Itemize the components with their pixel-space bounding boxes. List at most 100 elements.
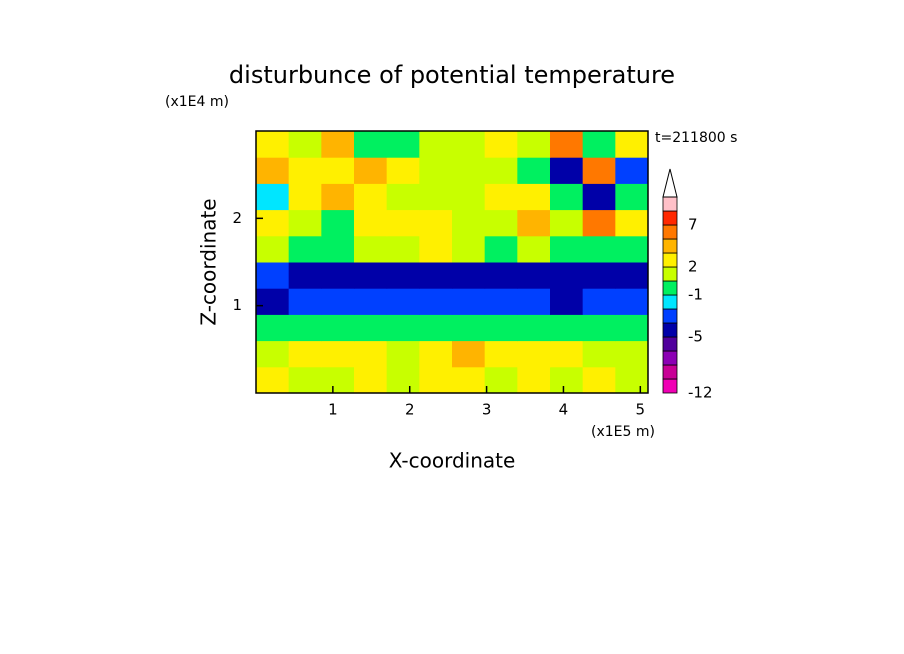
contour-cell xyxy=(386,209,420,237)
plot-frame xyxy=(255,130,649,394)
contour-cell xyxy=(550,340,584,368)
contour-cell xyxy=(256,340,290,368)
contour-cell xyxy=(484,235,518,263)
contour-cell xyxy=(386,183,420,211)
y-tick-label: 1 xyxy=(232,296,242,314)
contour-cell xyxy=(582,209,616,237)
contour-cell xyxy=(256,366,290,394)
contour-cell xyxy=(550,314,584,342)
contour-cell xyxy=(419,131,453,158)
contour-cell xyxy=(550,235,584,263)
colorbar-box xyxy=(662,378,678,394)
contour-cell xyxy=(288,209,322,237)
contour-cell xyxy=(615,209,649,237)
contour-cell xyxy=(452,262,486,289)
contour-cell xyxy=(582,183,616,211)
contour-cell xyxy=(354,209,388,237)
contour-cell xyxy=(582,314,616,342)
colorbar-box xyxy=(662,266,678,282)
contour-cell xyxy=(419,262,453,289)
colorbar-box xyxy=(662,350,678,366)
contour-cell xyxy=(484,262,518,289)
y-tick-label: 2 xyxy=(232,209,242,227)
contour-cell xyxy=(419,235,453,263)
contour-cell xyxy=(615,340,649,368)
contour-cell xyxy=(321,209,355,237)
contour-cell xyxy=(517,157,551,184)
contour-cell xyxy=(517,366,551,394)
contour-cell xyxy=(484,131,518,158)
contour-cell xyxy=(484,314,518,342)
contour-cell xyxy=(484,183,518,211)
contour-cell xyxy=(550,157,584,184)
contour-cell xyxy=(517,262,551,289)
contour-cell xyxy=(484,157,518,184)
colorbar-tick-label: -5 xyxy=(688,328,703,346)
annotation: t=211800 s xyxy=(655,130,737,146)
contour-cell xyxy=(256,235,290,263)
contour-cell xyxy=(354,262,388,289)
contour-cell xyxy=(386,131,420,158)
contour-cell xyxy=(484,366,518,394)
contour-cell xyxy=(517,340,551,368)
contour-cell xyxy=(452,157,486,184)
contour-cell xyxy=(517,314,551,342)
contour-cell xyxy=(419,366,453,394)
contour-cell xyxy=(452,131,486,158)
contour-cell xyxy=(288,314,322,342)
contour-cell xyxy=(517,209,551,237)
contour-cell xyxy=(386,366,420,394)
contour-cell xyxy=(288,340,322,368)
colorbar-tick-label: 2 xyxy=(688,258,698,276)
contour-cell xyxy=(386,314,420,342)
contour-cell xyxy=(354,235,388,263)
colorbar-box xyxy=(662,322,678,338)
y-axis-label: Z-coordinate xyxy=(197,198,221,325)
x-tick-label: 5 xyxy=(636,401,646,419)
colorbar-box xyxy=(662,308,678,324)
contour-cell xyxy=(615,314,649,342)
contour-cell xyxy=(256,131,290,158)
contour-cell xyxy=(452,235,486,263)
colorbar-box xyxy=(662,196,678,212)
contour-cell xyxy=(582,340,616,368)
contour-cell xyxy=(256,157,290,184)
contour-cell xyxy=(615,262,649,289)
contour-cell xyxy=(550,209,584,237)
contour-cell xyxy=(615,288,649,315)
x-tick-label: 2 xyxy=(405,401,415,419)
colorbar-tick-label: -12 xyxy=(688,384,713,402)
contour-cell xyxy=(582,131,616,158)
contour-cell xyxy=(419,340,453,368)
x-tick-label: 4 xyxy=(559,401,569,419)
contour-cell xyxy=(354,183,388,211)
contour-cell xyxy=(582,262,616,289)
contour-cell xyxy=(615,183,649,211)
contour-cell xyxy=(484,288,518,315)
contour-cell xyxy=(517,183,551,211)
x-axis-label: X-coordinate xyxy=(389,449,516,473)
contour-cell xyxy=(321,157,355,184)
contour-cell xyxy=(354,157,388,184)
x-tick-label: 1 xyxy=(328,401,338,419)
contour-cell xyxy=(582,157,616,184)
contour-cell xyxy=(452,366,486,394)
contour-cell xyxy=(321,314,355,342)
colorbar-box xyxy=(662,364,678,380)
contour-cell xyxy=(550,183,584,211)
x-unit: (x1E5 m) xyxy=(591,424,655,440)
colorbar-box xyxy=(662,224,678,240)
contour-cell xyxy=(419,209,453,237)
contour-cell xyxy=(288,157,322,184)
contour-cell xyxy=(582,366,616,394)
contour-cell xyxy=(452,209,486,237)
contour-cell xyxy=(615,157,649,184)
colorbar-box xyxy=(662,294,678,310)
contour-cell xyxy=(452,314,486,342)
contour-cell xyxy=(582,288,616,315)
contour-cell xyxy=(582,235,616,263)
contour-cell xyxy=(452,288,486,315)
contour-cell xyxy=(615,366,649,394)
